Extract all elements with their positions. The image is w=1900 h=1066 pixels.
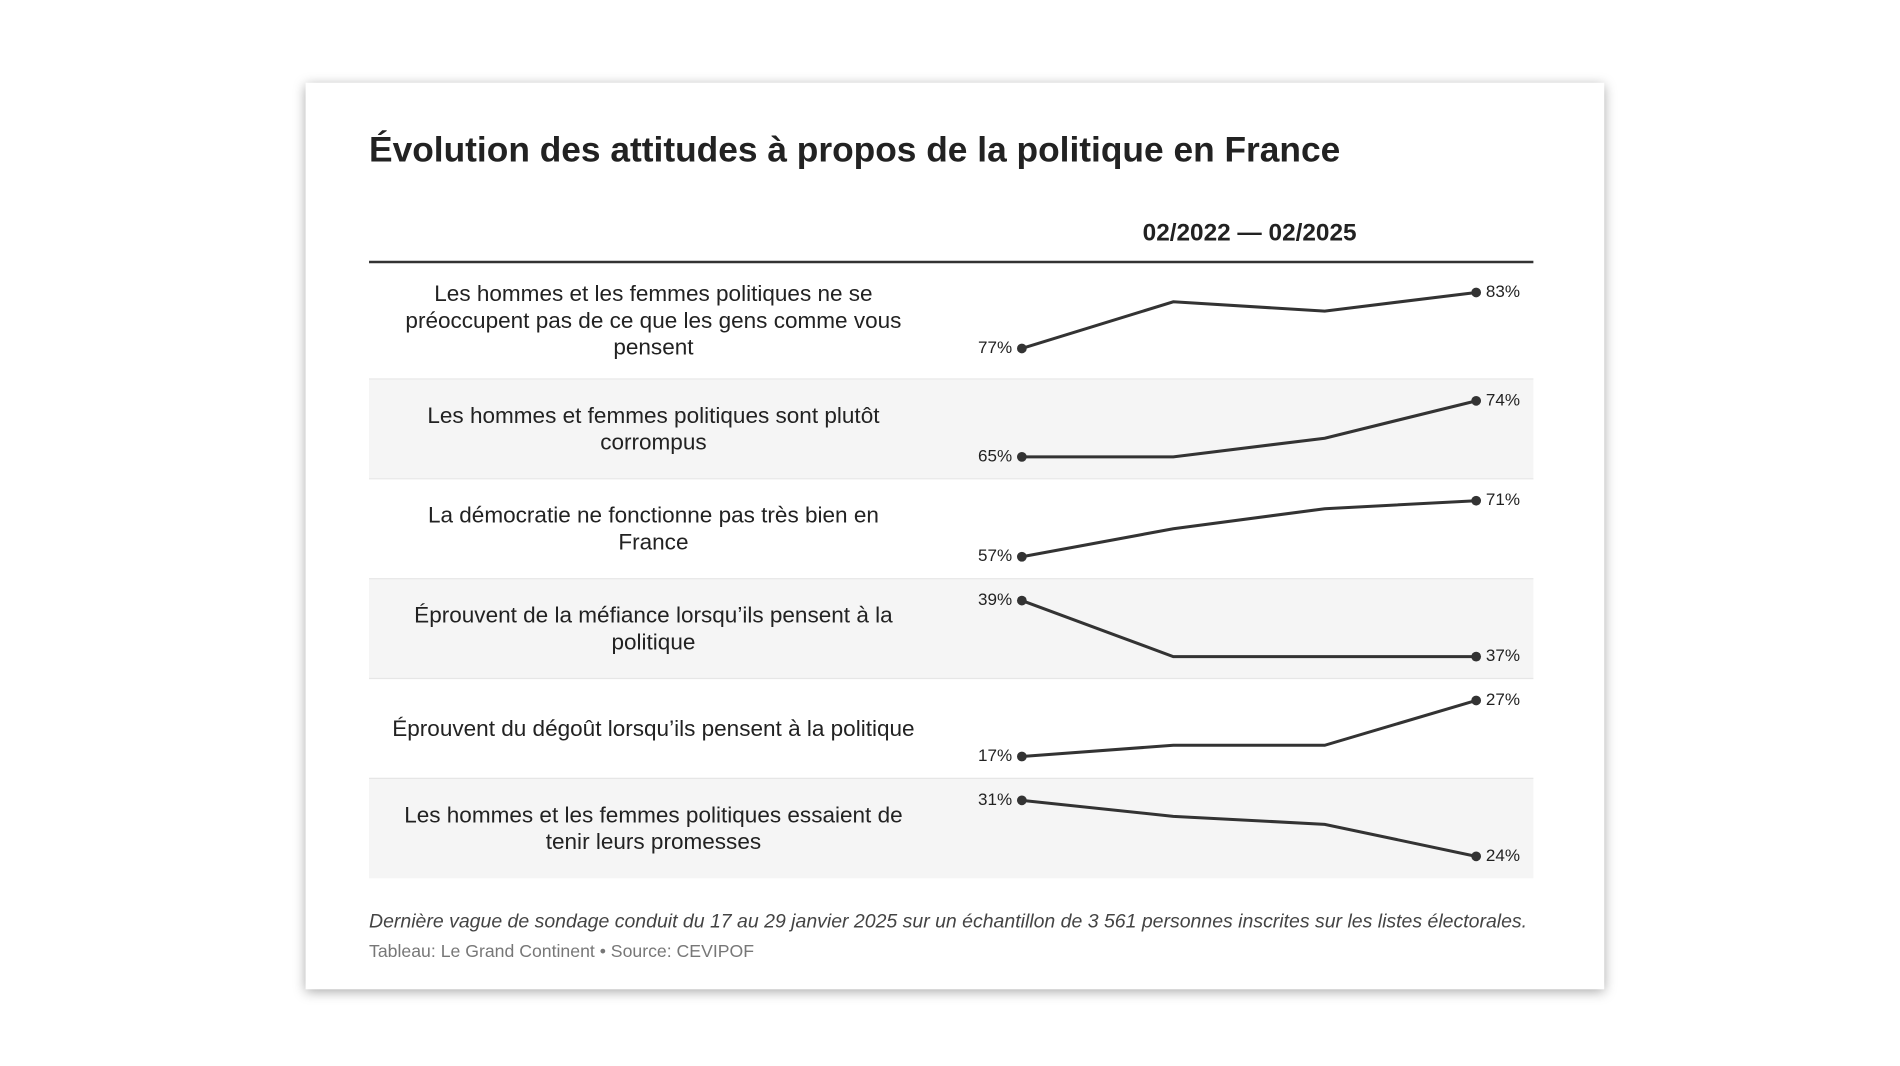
value-label: 31% xyxy=(978,790,1012,809)
end-point xyxy=(1016,595,1027,606)
sparkline xyxy=(1021,699,1477,759)
value-label: 57% xyxy=(978,546,1012,565)
row-label: Éprouvent du dégoût lorsqu’ils pensent à… xyxy=(392,715,915,741)
row-label: Les hommes et femmes politiques sont plu… xyxy=(427,402,880,455)
end-point xyxy=(1471,495,1482,506)
chart-title: Évolution des attitudes à propos de la p… xyxy=(369,130,1340,170)
end-point xyxy=(1471,695,1482,706)
end-point xyxy=(1471,287,1482,298)
note: Dernière vague de sondage conduit du 17 … xyxy=(369,910,1527,932)
row-label-box: Les hommes et femmes politiques sont plu… xyxy=(427,402,880,455)
value-label: 74% xyxy=(1486,390,1520,409)
end-point xyxy=(1471,395,1482,406)
value-label: 77% xyxy=(978,338,1012,357)
value-label: 39% xyxy=(978,590,1012,609)
value-label: 17% xyxy=(978,746,1012,765)
end-point xyxy=(1016,343,1027,354)
sparkline xyxy=(1021,399,1477,459)
column-header: 02/2022 — 02/2025 xyxy=(1143,219,1357,246)
row-background xyxy=(369,378,1534,479)
row-label: Les hommes et les femmes politiques essa… xyxy=(404,801,903,854)
value-label: 24% xyxy=(1486,846,1520,865)
row-label-box: Éprouvent du dégoût lorsqu’ils pensent à… xyxy=(392,715,915,741)
row-label: Les hommes et les femmes politiques ne s… xyxy=(405,280,902,360)
sparkline xyxy=(1021,499,1477,559)
sparkline xyxy=(1021,290,1477,350)
row-label: Éprouvent de la méfiance lorsqu’ils pens… xyxy=(414,601,893,655)
sparkline xyxy=(1021,599,1477,659)
row-label-box: Les hommes et les femmes politiques ne s… xyxy=(405,280,902,360)
row-background xyxy=(369,578,1534,679)
sparkline xyxy=(1021,798,1477,858)
end-point xyxy=(1016,551,1027,562)
source: Tableau: Le Grand Continent • Source: CE… xyxy=(369,941,754,961)
row-label-box: Les hommes et les femmes politiques essa… xyxy=(404,801,903,854)
value-label: 65% xyxy=(978,446,1012,465)
end-point xyxy=(1016,751,1027,762)
end-point xyxy=(1471,851,1482,862)
row-label-box: Éprouvent de la méfiance lorsqu’ils pens… xyxy=(414,601,893,655)
row-label-box: La démocratie ne fonctionne pas très bie… xyxy=(427,501,879,555)
value-label: 83% xyxy=(1486,282,1520,301)
value-label: 27% xyxy=(1486,690,1520,709)
row-label: La démocratie ne fonctionne pas très bie… xyxy=(427,501,879,555)
end-point xyxy=(1016,795,1027,806)
value-label: 37% xyxy=(1486,646,1520,665)
end-point xyxy=(1016,452,1027,462)
end-point xyxy=(1471,651,1482,662)
value-label: 71% xyxy=(1486,490,1520,509)
